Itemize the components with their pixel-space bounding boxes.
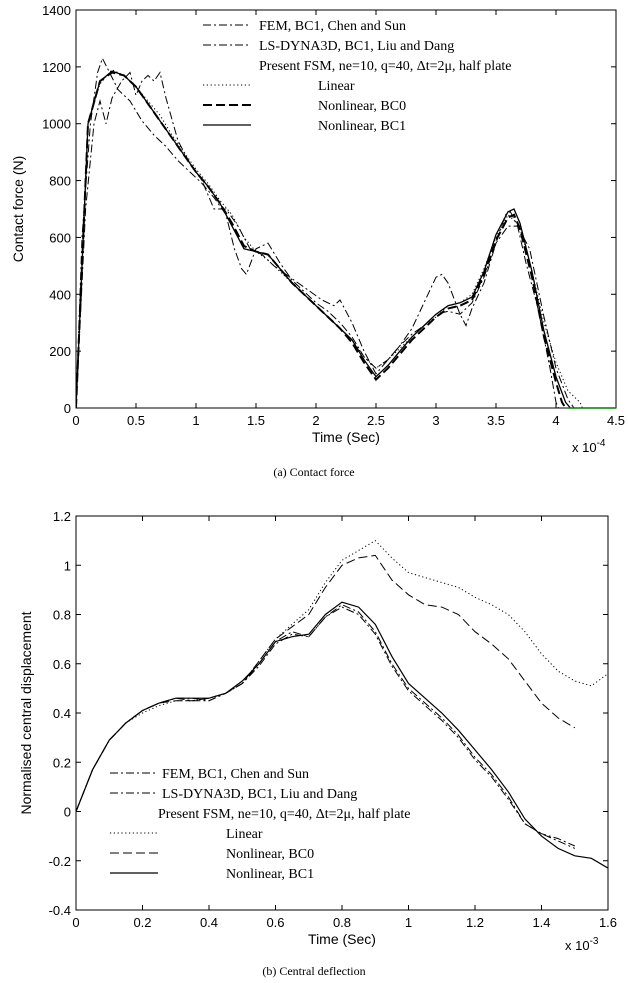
legend-entry: Nonlinear, BC1 bbox=[318, 119, 406, 134]
x-tick-label: 1 bbox=[405, 915, 412, 930]
plot-frame bbox=[75, 515, 609, 911]
legend-group-label: Present FSM, ne=10, q=40, Δt=2μ, half pl… bbox=[158, 807, 411, 822]
x-tick-label: 1.6 bbox=[599, 915, 617, 930]
x-tick-label: 1.4 bbox=[532, 915, 550, 930]
x-axis-label: Time (Sec) bbox=[312, 429, 380, 445]
series-line-nonlinear-bc1 bbox=[76, 70, 571, 408]
x-tick-label: 1.2 bbox=[466, 915, 484, 930]
legend: FEM, BC1, Chen and Sun LS-DYNA3D, BC1, Li… bbox=[203, 19, 512, 134]
chart-panel-b: 0 0.2 0.4 0.6 0.8 1 1.2 1.4 1.6 -0.4 -0.2 0 0.2 0.4 0.… bbox=[18, 509, 617, 978]
x-tick-label: 0 bbox=[72, 915, 79, 930]
legend-entry: LS-DYNA3D, BC1, Liu and Dang bbox=[162, 787, 357, 802]
y-tick-label: 800 bbox=[49, 174, 71, 189]
plot-frame bbox=[75, 9, 617, 409]
y-tick-label: 1200 bbox=[42, 60, 71, 75]
x-tick-label: 1 bbox=[192, 413, 199, 428]
series-line-nonlinear-bc1 bbox=[76, 601, 608, 869]
y-tick-label: -0.2 bbox=[49, 854, 71, 869]
y-tick-label: 0 bbox=[64, 401, 71, 416]
y-axis-label: Contact force (N) bbox=[10, 156, 26, 263]
figure-caption: (b) Central deflection bbox=[262, 964, 365, 978]
x-tick-label: 2 bbox=[312, 413, 319, 428]
x-tick-label: 0.4 bbox=[200, 915, 218, 930]
y-tick-label: 1400 bbox=[42, 3, 71, 18]
x-tick-label: 0.5 bbox=[127, 413, 145, 428]
x-tick-label: 4.5 bbox=[607, 413, 625, 428]
legend-entry: FEM, BC1, Chen and Sun bbox=[162, 767, 309, 782]
x-axis-multiplier: x 10-3 bbox=[565, 936, 599, 953]
legend-entry: Nonlinear, BC0 bbox=[318, 99, 406, 114]
x-tick-label: 0 bbox=[72, 413, 79, 428]
y-axis-label: Normalised central displacement bbox=[18, 611, 34, 814]
x-tick-label: 0.2 bbox=[133, 915, 151, 930]
x-tick-label: 3.5 bbox=[487, 413, 505, 428]
y-tick-label: 0.6 bbox=[53, 657, 71, 672]
x-tick-label: 0.8 bbox=[333, 915, 351, 930]
y-tick-label: 200 bbox=[49, 344, 71, 359]
y-tick-label: 0 bbox=[64, 805, 71, 820]
x-tick-label: 4 bbox=[552, 413, 559, 428]
x-tick-label: 2.5 bbox=[367, 413, 385, 428]
figure-caption: (a) Contact force bbox=[273, 465, 354, 479]
legend-entry: Nonlinear, BC1 bbox=[226, 867, 314, 882]
series-line-fem-bc1-chen-and-sun bbox=[76, 57, 559, 408]
series-line-ls-dyna3d-bc1-liu-and-dang bbox=[76, 71, 575, 408]
legend-entry: Linear bbox=[318, 79, 355, 94]
y-tick-label: 1.2 bbox=[53, 509, 71, 524]
series-line-linear bbox=[76, 539, 608, 812]
y-tick-label: 1000 bbox=[42, 117, 71, 132]
y-tick-label: -0.4 bbox=[49, 903, 71, 918]
legend-group-label: Present FSM, ne=10, q=40, Δt=2μ, half pl… bbox=[259, 59, 512, 74]
y-tick-label: 0.4 bbox=[53, 706, 71, 721]
y-tick-label: 400 bbox=[49, 287, 71, 302]
x-tick-label: 0.6 bbox=[266, 915, 284, 930]
y-tick-label: 0.2 bbox=[53, 755, 71, 770]
chart-panel-a: 0 0.5 1 1.5 2 2.5 3 3.5 4 4.5 0 200 400 600 800 1000 120… bbox=[10, 3, 625, 479]
legend: FEM, BC1, Chen and Sun LS-DYNA3D, BC1, Li… bbox=[110, 767, 411, 882]
legend-entry: Linear bbox=[226, 827, 263, 842]
y-tick-label: 1 bbox=[64, 558, 71, 573]
series-line-fem-bc1-chen-and-sun bbox=[76, 606, 576, 849]
x-axis-label: Time (Sec) bbox=[308, 931, 376, 947]
x-tick-label: 1.5 bbox=[247, 413, 265, 428]
legend-entry: FEM, BC1, Chen and Sun bbox=[259, 19, 406, 34]
x-tick-label: 3 bbox=[432, 413, 439, 428]
series-line-nonlinear-bc0 bbox=[76, 554, 576, 812]
y-tick-label: 600 bbox=[49, 230, 71, 245]
x-axis-multiplier: x 10-4 bbox=[572, 438, 606, 455]
y-tick-label: 0.8 bbox=[53, 608, 71, 623]
series-line-ls-dyna3d-bc1-liu-and-dang bbox=[76, 604, 576, 847]
legend-entry: Nonlinear, BC0 bbox=[226, 847, 314, 862]
legend-entry: LS-DYNA3D, BC1, Liu and Dang bbox=[259, 39, 454, 54]
